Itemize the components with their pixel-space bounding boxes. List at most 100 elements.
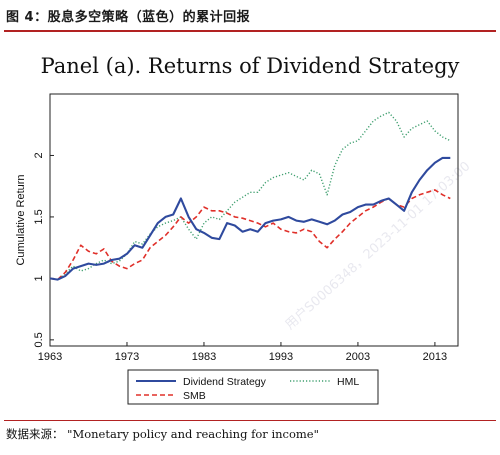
point-hml <box>257 192 258 193</box>
point-dividend <box>257 231 258 232</box>
point-smb <box>126 268 127 269</box>
point-hml <box>280 175 281 176</box>
point-hml <box>434 130 435 131</box>
series-hml-line <box>49 111 451 281</box>
point-smb <box>157 241 158 242</box>
point-dividend <box>380 200 381 201</box>
point-hml <box>242 197 243 198</box>
point-dividend <box>134 245 135 246</box>
point-smb <box>73 259 74 260</box>
point-dividend <box>350 211 351 212</box>
point-smb <box>373 207 374 208</box>
point-hml <box>357 140 358 141</box>
point-hml <box>380 116 381 117</box>
point-hml <box>250 192 251 193</box>
point-dividend <box>142 247 143 248</box>
point-hml <box>303 179 304 180</box>
point-smb <box>411 198 412 199</box>
y-tick-label: 2 <box>33 152 45 158</box>
point-dividend <box>427 170 428 171</box>
legend-label-smb: SMB <box>183 390 206 402</box>
point-dividend <box>188 216 189 217</box>
point-hml <box>350 143 351 144</box>
point-hml <box>442 136 443 137</box>
point-smb <box>142 259 143 260</box>
point-smb <box>165 235 166 236</box>
x-tick-label: 1993 <box>269 351 293 363</box>
point-smb <box>180 216 181 217</box>
point-dividend <box>203 232 204 233</box>
point-dividend <box>173 214 174 215</box>
point-smb <box>188 223 189 224</box>
x-tick-label: 2013 <box>423 351 447 363</box>
point-hml <box>196 239 197 240</box>
series-hml-line-points <box>49 112 451 280</box>
legend-label-hml: HML <box>337 376 359 388</box>
point-dividend <box>288 216 289 217</box>
source-note: 数据来源： "Monetary policy and reaching for … <box>6 426 319 442</box>
source-label: 数据来源： <box>6 427 64 441</box>
point-dividend <box>327 224 328 225</box>
point-dividend <box>65 275 66 276</box>
point-hml <box>450 140 451 141</box>
point-hml <box>365 130 366 131</box>
point-smb <box>96 253 97 254</box>
point-dividend <box>111 259 112 260</box>
point-dividend <box>126 253 127 254</box>
point-dividend <box>103 263 104 264</box>
point-hml <box>296 176 297 177</box>
point-smb <box>319 241 320 242</box>
point-dividend <box>265 223 266 224</box>
point-dividend <box>73 268 74 269</box>
point-dividend <box>250 229 251 230</box>
point-dividend <box>442 157 443 158</box>
point-hml <box>203 223 204 224</box>
point-hml <box>119 261 120 262</box>
point-hml <box>342 149 343 150</box>
point-smb <box>119 266 120 267</box>
point-dividend <box>388 198 389 199</box>
point-smb <box>419 194 420 195</box>
point-smb <box>134 263 135 264</box>
point-dividend <box>88 263 89 264</box>
point-smb <box>357 216 358 217</box>
point-smb <box>280 229 281 230</box>
point-hml <box>188 229 189 230</box>
point-smb <box>442 194 443 195</box>
point-hml <box>234 202 235 203</box>
y-tick-label: 0.5 <box>33 332 45 347</box>
point-smb <box>311 231 312 232</box>
point-dividend <box>165 216 166 217</box>
point-dividend <box>303 221 304 222</box>
point-smb <box>342 231 343 232</box>
point-smb <box>242 218 243 219</box>
point-smb <box>450 198 451 199</box>
point-hml <box>157 226 158 227</box>
point-dividend <box>234 225 235 226</box>
point-hml <box>80 270 81 271</box>
point-smb <box>257 223 258 224</box>
chart-title: Panel (a). Returns of Dividend Strategy <box>40 54 460 78</box>
point-dividend <box>273 220 274 221</box>
point-hml <box>73 266 74 267</box>
point-dividend <box>411 192 412 193</box>
point-smb <box>303 229 304 230</box>
watermark: 用户S0006348，2023-11-01 17:03:00 <box>282 158 473 333</box>
point-smb <box>296 232 297 233</box>
point-hml <box>103 259 104 260</box>
point-smb <box>288 231 289 232</box>
point-dividend <box>365 204 366 205</box>
point-dividend <box>404 210 405 211</box>
point-smb <box>211 210 212 211</box>
point-dividend <box>357 207 358 208</box>
point-hml <box>142 243 143 244</box>
point-dividend <box>196 229 197 230</box>
point-hml <box>265 182 266 183</box>
point-smb <box>103 248 104 249</box>
point-hml <box>134 241 135 242</box>
point-hml <box>227 210 228 211</box>
point-hml <box>427 120 428 121</box>
point-smb <box>327 247 328 248</box>
point-smb <box>273 223 274 224</box>
point-hml <box>288 172 289 173</box>
